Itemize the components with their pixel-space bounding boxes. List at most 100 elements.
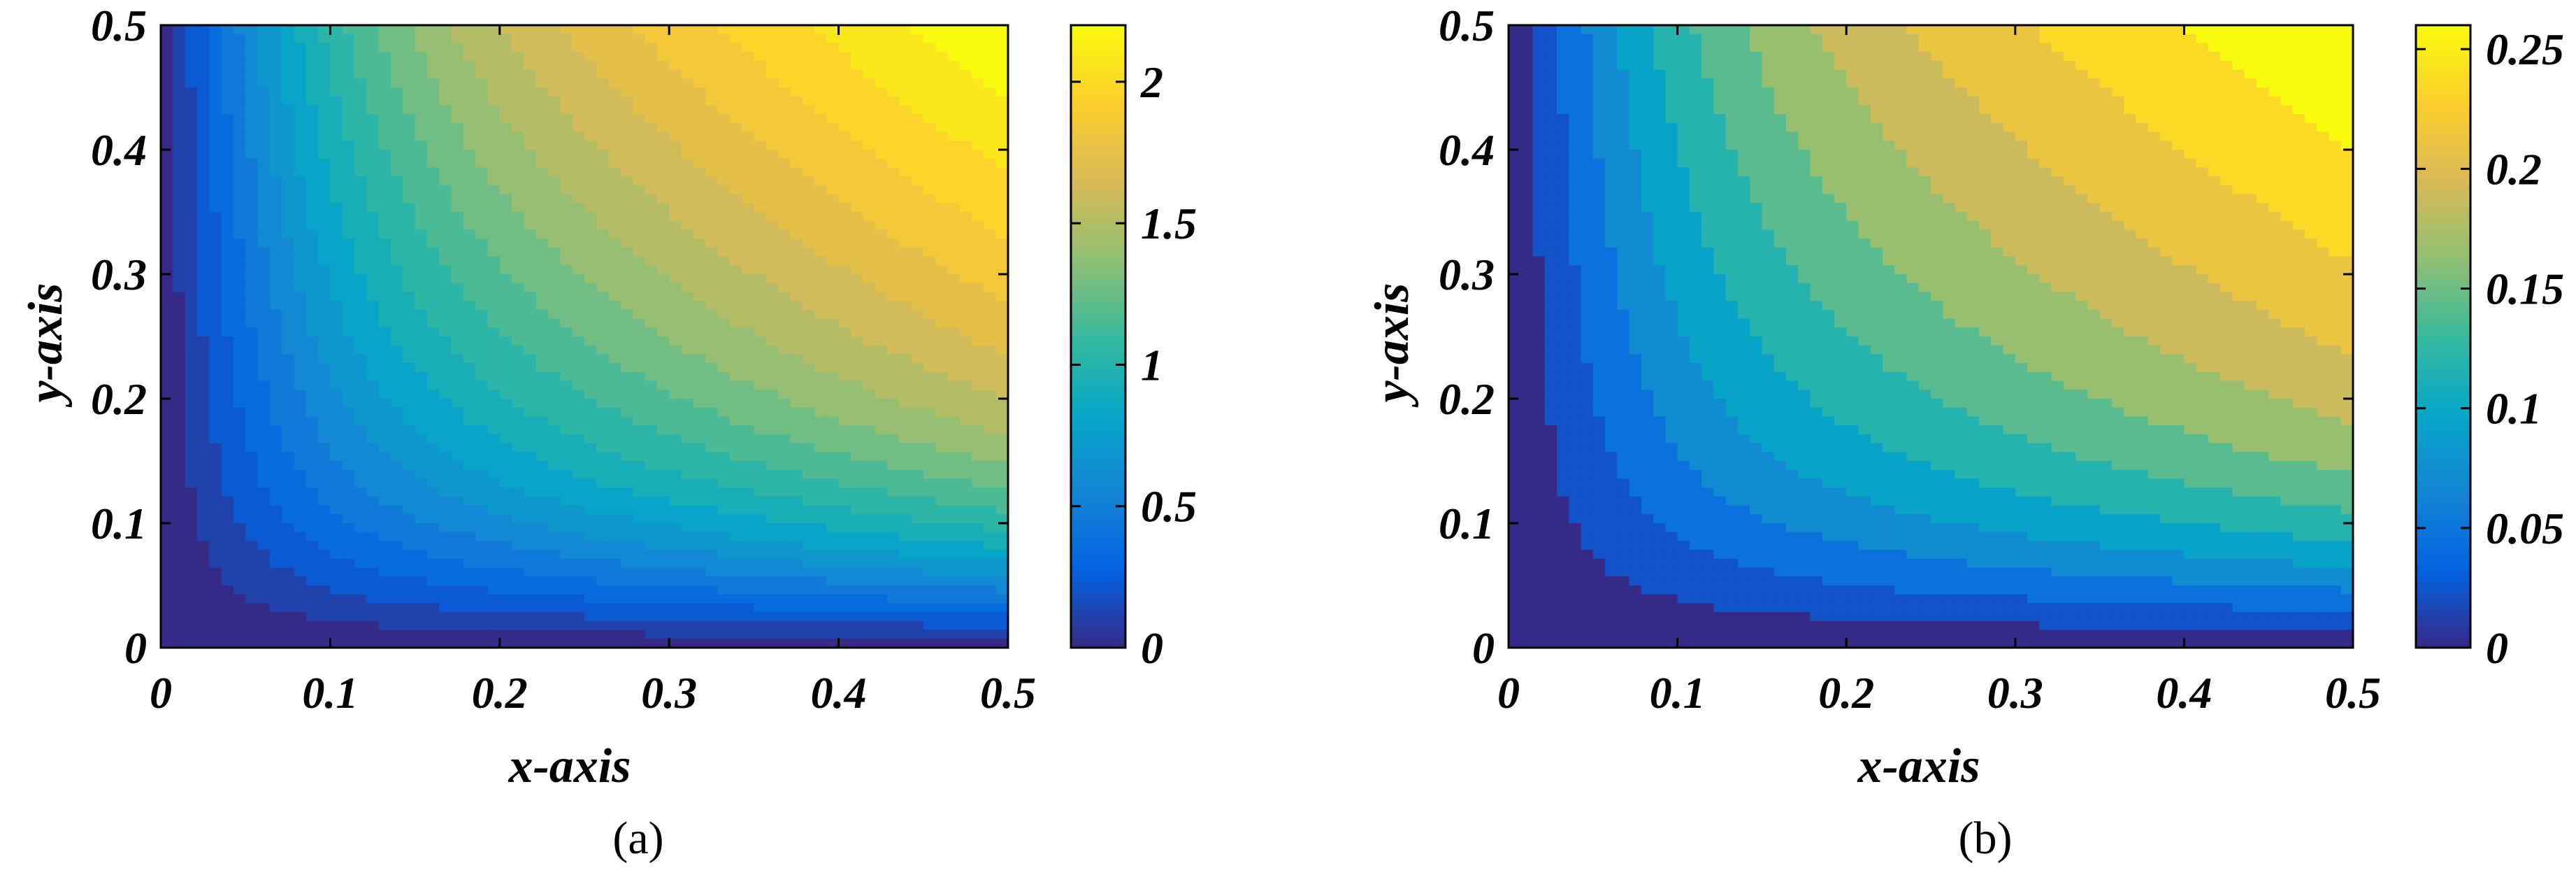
contour-cell (959, 283, 972, 293)
contour-cell (765, 523, 779, 533)
contour-cell (633, 203, 646, 213)
contour-cell (669, 150, 682, 159)
contour-cell (390, 87, 403, 97)
contour-cell (886, 603, 900, 613)
contour-cell (935, 469, 949, 480)
contour-cell (935, 639, 949, 648)
contour-cell (899, 122, 912, 133)
contour-cell (282, 158, 295, 169)
contour-cell (838, 567, 851, 577)
contour-cell (342, 318, 355, 328)
contour-cell (342, 185, 355, 195)
contour-cell (439, 176, 452, 186)
contour-cell (596, 96, 610, 106)
contour-cell (923, 558, 936, 569)
contour-cell (826, 141, 840, 150)
contour-cell (221, 52, 234, 62)
contour-cell (354, 380, 367, 390)
contour-cell (269, 301, 282, 311)
contour-cell (524, 336, 537, 346)
contour-cell (560, 478, 573, 488)
contour-cell (535, 167, 549, 177)
contour-cell (765, 220, 779, 231)
contour-cell (548, 34, 561, 44)
contour-cell (886, 425, 900, 435)
contour-cell (342, 212, 355, 222)
contour-cell (633, 452, 646, 462)
contour-cell (863, 256, 876, 266)
contour-cell (548, 25, 561, 35)
contour-cell (802, 96, 815, 106)
contour-cell (669, 274, 682, 284)
contour-cell (487, 105, 501, 115)
contour-cell (294, 505, 307, 515)
contour-cell (947, 131, 960, 141)
contour-cell (838, 78, 851, 88)
contour-cell (451, 34, 464, 44)
contour-cell (233, 105, 246, 115)
contour-cell (257, 550, 271, 560)
contour-cell (305, 265, 319, 275)
contour-cell (984, 105, 997, 115)
contour-cell (645, 505, 658, 515)
contour-cell (426, 247, 440, 257)
contour-cell (984, 541, 997, 550)
contour-cell (463, 256, 476, 266)
contour-cell (403, 194, 416, 204)
contour-cell (656, 620, 670, 631)
contour-cell (318, 380, 331, 390)
contour-cell (257, 25, 271, 35)
contour-cell (294, 185, 307, 195)
contour-cell (572, 256, 585, 266)
contour-cell (209, 380, 222, 390)
contour-cell (161, 158, 173, 169)
contour-cell (463, 620, 476, 631)
contour-cell (656, 390, 670, 399)
contour-cell (645, 87, 658, 97)
contour-cell (923, 114, 936, 124)
contour-cell (294, 158, 307, 169)
contour-cell (342, 292, 355, 301)
contour-cell (342, 176, 355, 186)
contour-cell (923, 629, 936, 639)
contour-cell (754, 274, 767, 284)
contour-cell (342, 96, 355, 106)
contour-cell (923, 274, 936, 284)
contour-cell (633, 505, 646, 515)
contour-cell (886, 434, 900, 444)
contour-cell (826, 390, 840, 399)
contour-cell (984, 505, 997, 515)
contour-cell (790, 452, 803, 462)
contour-cell (475, 488, 489, 497)
contour-cell (995, 122, 1009, 133)
contour-cell (765, 96, 779, 106)
contour-cell (790, 239, 803, 248)
contour-cell (923, 594, 936, 604)
contour-cell (959, 185, 972, 195)
contour-cell (415, 150, 428, 159)
contour-cell (729, 274, 742, 284)
contour-cell (790, 96, 803, 106)
contour-cell (826, 176, 840, 186)
contour-cell (935, 594, 949, 604)
contour-cell (814, 256, 827, 266)
contour-cell (415, 443, 428, 453)
contour-cell (693, 229, 706, 239)
contour-cell (899, 336, 912, 346)
contour-cell (886, 541, 900, 550)
contour-cell (366, 150, 380, 159)
contour-cell (560, 585, 573, 595)
contour-cell (778, 443, 791, 453)
contour-cell (802, 399, 815, 408)
contour-cell (403, 229, 416, 239)
contour-cell (305, 25, 319, 35)
contour-cell (814, 247, 827, 257)
contour-cell (499, 505, 512, 515)
contour-cell (354, 185, 367, 195)
contour-cell (330, 212, 343, 222)
contour-cell (584, 87, 597, 97)
contour-cell (790, 114, 803, 124)
contour-cell (451, 496, 464, 506)
contour-cell (475, 541, 489, 550)
contour-cell (354, 265, 367, 275)
